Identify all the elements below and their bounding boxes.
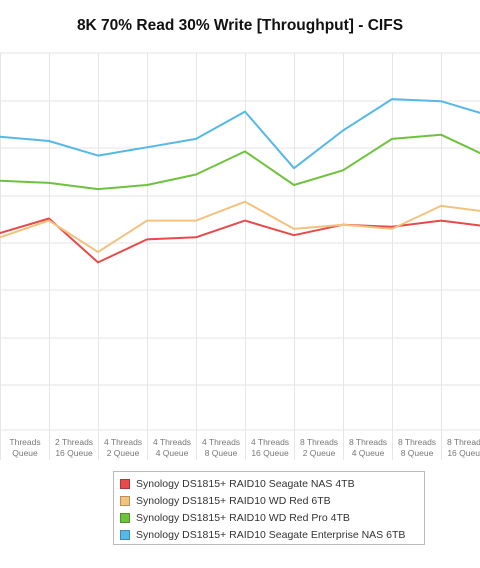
x-tick-label: 4 Threads 8 Queue xyxy=(202,437,240,458)
legend-label: Synology DS1815+ RAID10 WD Red Pro 4TB xyxy=(136,511,350,524)
legend-swatch xyxy=(120,495,130,506)
x-tick-label: 4 Threads 2 Queue xyxy=(104,437,142,458)
chart-title: 8K 70% Read 30% Write [Throughput] - CIF… xyxy=(76,17,404,34)
x-tick-label: 2 Threads 16 Queue xyxy=(55,437,93,458)
legend-swatch xyxy=(120,478,130,489)
legend: Synology DS1815+ RAID10 Seagate NAS 4TB S… xyxy=(113,471,425,545)
gridlines xyxy=(0,52,480,460)
x-tick-label: 8 Threads 2 Queue xyxy=(300,437,338,458)
legend-label: Synology DS1815+ RAID10 Seagate Enterpri… xyxy=(136,528,406,541)
x-tick-label: 8 Threads 8 Queue xyxy=(398,437,436,458)
series-line-1 xyxy=(0,217,480,264)
series-line-3 xyxy=(0,133,480,191)
x-tick-label: Threads Queue xyxy=(9,437,40,458)
x-tick-label: 4 Threads 16 Queue xyxy=(251,437,289,458)
x-tick-label: 4 Threads 4 Queue xyxy=(153,437,191,458)
legend-item: Synology DS1815+ RAID10 Seagate NAS 4TB xyxy=(120,475,424,492)
x-axis-labels: Threads Queue 2 Threads 16 Queue 4 Threads 2 … xyxy=(9,437,480,458)
legend-item: Synology DS1815+ RAID10 WD Red 6TB xyxy=(120,492,424,509)
legend-item: Synology DS1815+ RAID10 Seagate Enterpri… xyxy=(120,526,424,543)
legend-swatch xyxy=(120,512,130,523)
series-line-4 xyxy=(0,98,480,170)
legend-swatch xyxy=(120,529,130,540)
legend-label: Synology DS1815+ RAID10 Seagate NAS 4TB xyxy=(136,477,355,490)
series-lines xyxy=(0,98,480,264)
legend-label: Synology DS1815+ RAID10 WD Red 6TB xyxy=(136,494,331,507)
legend-item: Synology DS1815+ RAID10 WD Red Pro 4TB xyxy=(120,509,424,526)
x-tick-label: 8 Threads 4 Queue xyxy=(349,437,387,458)
series-line-2 xyxy=(0,200,480,253)
